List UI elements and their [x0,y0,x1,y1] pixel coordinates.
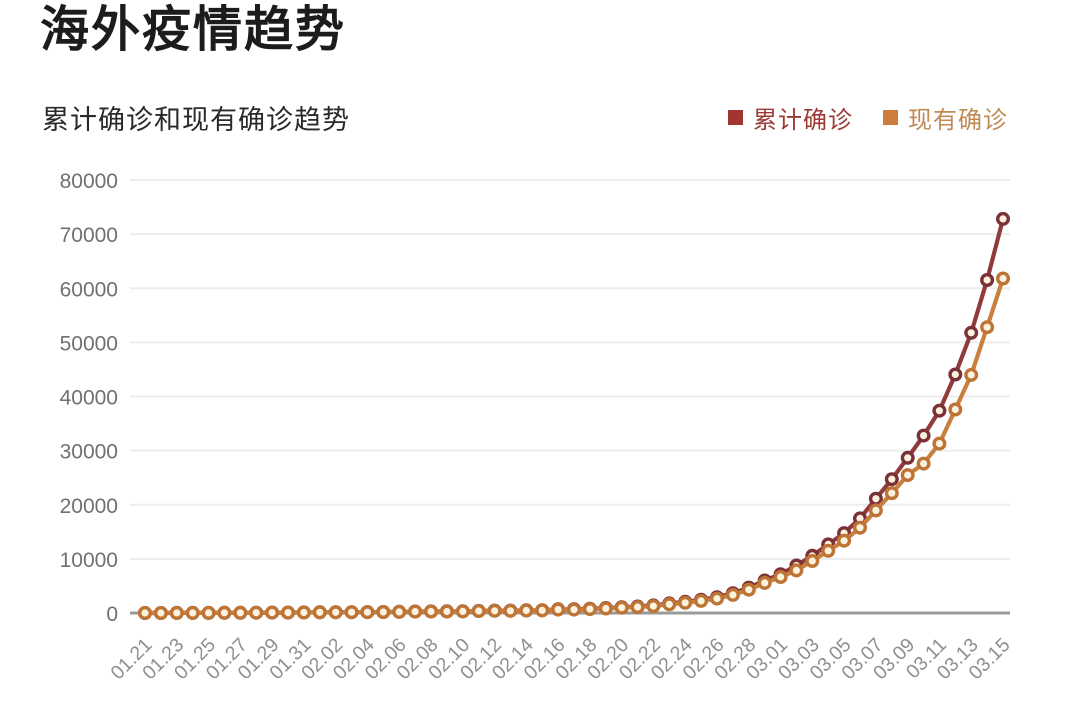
y-axis-tick-label: 0 [106,603,118,626]
data-point-marker [567,602,582,617]
data-point-marker [916,456,931,471]
y-axis-tick-label: 50000 [60,332,118,355]
data-point-marker [535,603,550,618]
data-point-marker [519,603,534,618]
data-point-marker [932,436,947,451]
cumulative-confirmed-label: 累计确诊 [753,107,853,134]
legend-item-cumulative-confirmed: 累计确诊 [728,100,853,135]
series-line-active [142,276,1006,616]
data-point-marker [868,503,883,518]
data-point-marker [137,606,152,621]
data-point-marker [312,605,327,620]
y-axis-tick-label: 20000 [60,495,118,518]
data-point-marker [741,582,756,597]
data-point-marker [996,271,1011,286]
y-axis-tick-label: 10000 [60,549,118,572]
data-point-marker [980,273,995,288]
data-point-marker [916,428,931,443]
data-point-marker [996,211,1011,226]
data-point-marker [646,599,661,614]
data-point-marker [805,554,820,569]
data-point-marker [376,605,391,620]
chart-subtitle: 累计确诊和现有确诊趋势 [42,105,350,135]
data-point-marker [789,563,804,578]
data-point-marker [948,367,963,382]
data-point-marker [630,600,645,615]
data-point-marker [296,605,311,620]
data-point-marker [487,603,502,618]
data-point-marker [408,604,423,619]
data-point-marker [821,543,836,558]
data-point-marker [980,320,995,335]
data-point-marker [948,402,963,417]
legend-item-active-confirmed: 现有确诊 [883,100,1008,135]
data-point-marker [773,570,788,585]
data-point-marker [598,601,613,616]
data-point-marker [265,605,280,620]
active-confirmed-label: 现有确诊 [908,107,1008,134]
data-point-marker [757,575,772,590]
data-point-marker [344,605,359,620]
data-point-marker [233,605,248,620]
data-point-marker [217,605,232,620]
y-axis-tick-label: 60000 [60,278,118,301]
data-point-marker [153,606,168,621]
data-point-marker [884,486,899,501]
data-point-marker [678,595,693,610]
data-point-marker [360,605,375,620]
y-axis-tick-label: 40000 [60,387,118,410]
data-point-marker [964,367,979,382]
data-point-marker [328,605,343,620]
data-point-marker [281,605,296,620]
data-point-marker [551,602,566,617]
data-point-marker [471,604,486,619]
data-point-marker [249,605,264,620]
data-point-marker [853,520,868,535]
data-point-marker [201,605,216,620]
data-point-marker [900,468,915,483]
data-point-marker [694,593,709,608]
y-axis-tick-label: 70000 [60,224,118,247]
series-line-cumulative [142,216,1006,616]
data-point-marker [169,605,184,620]
cumulative-confirmed-swatch-icon [728,110,743,125]
data-point-marker [725,587,740,602]
data-point-marker [392,604,407,619]
data-point-marker [185,605,200,620]
data-point-marker [439,604,454,619]
data-point-marker [582,602,597,617]
data-point-marker [884,472,899,487]
page-title: 海外疫情趋势 [40,3,347,57]
y-axis-tick-label: 30000 [60,441,118,464]
data-point-marker [662,597,677,612]
data-point-marker [900,450,915,465]
y-axis-tick-label: 80000 [60,170,118,193]
data-point-marker [710,591,725,606]
data-point-marker [424,604,439,619]
data-point-marker [932,403,947,418]
data-point-marker [503,603,518,618]
active-confirmed-swatch-icon [883,110,898,125]
data-point-marker [455,604,470,619]
data-point-marker [837,533,852,548]
data-point-marker [964,325,979,340]
data-point-marker [868,491,883,506]
legend: 累计确诊 现有确诊 [728,100,1008,135]
data-point-marker [614,600,629,615]
